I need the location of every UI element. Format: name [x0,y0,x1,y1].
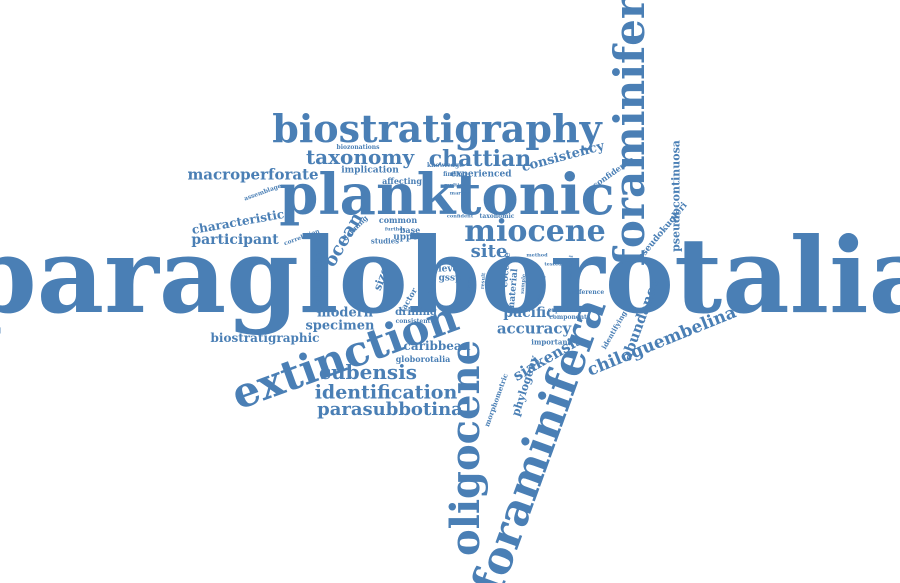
word-common: common [378,215,418,225]
word-chattian: chattian [428,146,532,172]
word-site: site [470,241,508,262]
word-base: base [399,225,421,235]
word-biostratigraphic: biostratigraphic [210,331,320,345]
word-paragloborotalia: paragloborotalia [0,214,900,337]
word-tested: tested [544,261,562,268]
word-affecting: affecting [382,176,422,186]
word-multiple: multiple [444,182,468,189]
word-taxonomic: taxonomic [479,213,515,220]
word-component: component [549,314,587,321]
word-oligocene: oligocene [442,339,489,557]
word-method: method [526,252,548,259]
word-participant: participant [191,232,279,248]
word-experienced: experienced [450,169,512,180]
word-parasubbotina: parasubbotina [317,399,463,420]
word-knowledge: knowledge [427,162,463,169]
word-taxonomy: taxonomy [305,145,415,169]
word-consistent: consistent [395,318,431,325]
word-accuracy: accuracy [496,319,572,338]
word-miocene: miocene [464,214,606,249]
word-pseudocontinuosa: pseudocontinuosa [669,140,683,252]
word-cubensis: cubensis [318,360,418,384]
word-globorotalia: globorotalia [395,354,451,364]
word-finding: finding [443,171,467,178]
word-gssp: gssp [438,273,462,284]
word-level: level [438,264,462,275]
word-identification: identification [314,381,458,404]
word-preference: preference [567,289,605,296]
word-further: further [384,226,406,233]
word-confident: confident [446,213,474,220]
word-macroperforate: macroperforate [187,165,319,184]
word-specimen: specimen [305,318,375,334]
word-modern: modern [316,305,374,321]
word-caribbean: caribbean [403,339,471,353]
word-implication: implication [341,165,399,176]
word-pacific: pacific [503,305,555,321]
word-studies: studies [370,236,400,246]
word-evolution: evolution [311,250,325,314]
word-foraminiferal: foraminiferal [605,0,654,267]
word-biostratigraphy: biostratigraphy [272,106,602,151]
word-assemblage: assemblage [243,182,283,203]
word-biozonations: biozonations [336,144,380,151]
word-important: important [531,337,571,347]
word-planktonic: planktonic [279,162,615,228]
word-drilling: drilling [395,307,437,318]
word-experience: experience [547,307,585,314]
word-marker: marker [449,190,471,197]
word-upper: upper [393,232,423,243]
